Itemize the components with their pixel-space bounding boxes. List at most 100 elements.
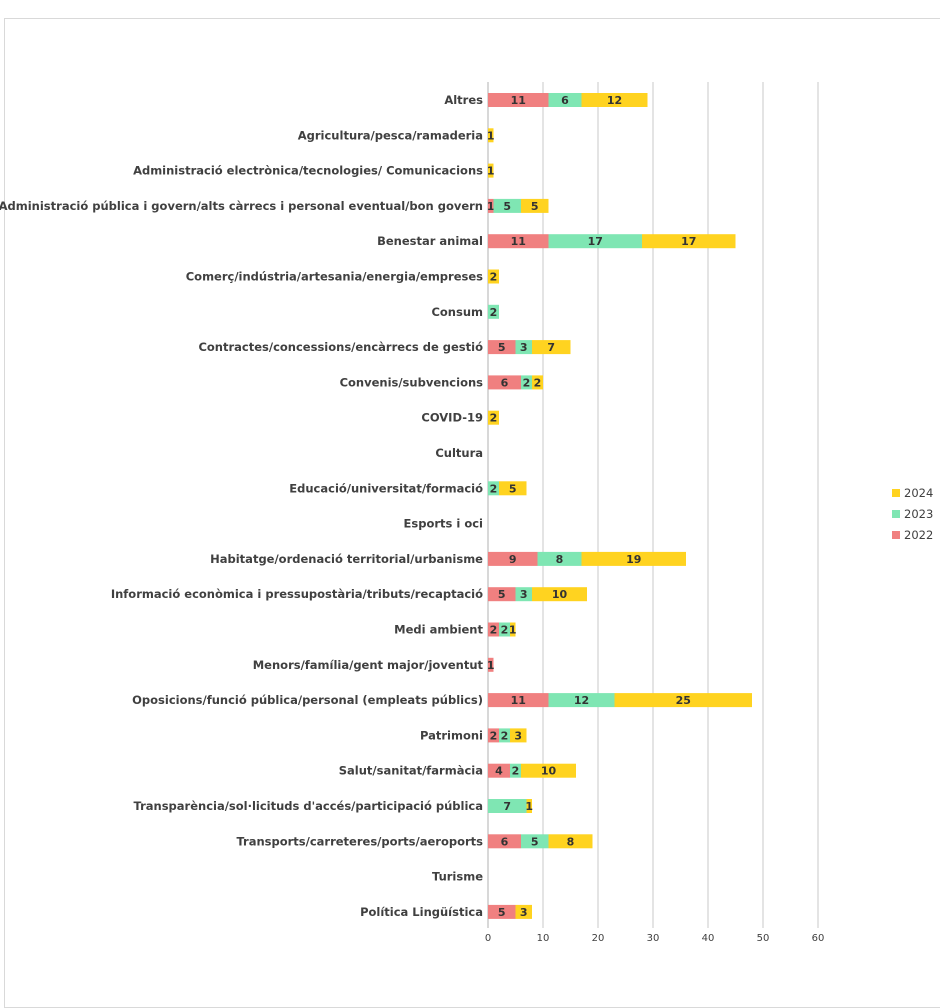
legend-label: 2023 (904, 507, 933, 521)
category-label: Benestar animal (377, 234, 483, 248)
category-label: Transports/carreteres/ports/aeroports (236, 834, 483, 848)
bar-segment-2023 (488, 481, 499, 496)
data-label: 6 (501, 376, 509, 389)
data-label: 8 (567, 835, 575, 848)
bar-segment-2023 (499, 728, 510, 743)
data-label: 1 (487, 129, 495, 142)
legend-swatch-2024 (892, 489, 900, 497)
bar-segment-2023 (521, 834, 549, 849)
data-label: 2 (490, 412, 498, 425)
category-label: Altres (444, 93, 483, 107)
legend-label: 2022 (904, 528, 933, 542)
bar-segment-2022 (488, 340, 516, 355)
category-label: Transparència/sol·licituds d'accés/parti… (134, 799, 484, 813)
category-label: COVID-19 (421, 411, 483, 425)
bar-segment-2024 (515, 904, 532, 919)
data-label: 12 (607, 94, 622, 107)
data-label: 5 (509, 482, 517, 495)
category-label: Patrimoni (420, 728, 483, 742)
bar-segment-2024 (581, 551, 686, 566)
category-label: Comerç/indústria/artesania/energia/empre… (186, 270, 483, 284)
data-label: 1 (487, 659, 495, 672)
data-label: 12 (574, 694, 589, 707)
bar-segment-2023 (488, 304, 499, 319)
x-tick-label: 20 (592, 933, 605, 944)
bar-segment-2024 (548, 834, 593, 849)
bar-segment-2024 (642, 234, 736, 249)
bar-segment-2024 (510, 622, 516, 637)
category-label: Informació econòmica i pressupostària/tr… (111, 587, 483, 601)
category-label: Menors/família/gent major/joventut (253, 658, 484, 672)
category-label: Oposicions/funció pública/personal (empl… (132, 693, 483, 707)
data-label: 2 (490, 624, 498, 637)
data-label: 11 (511, 94, 526, 107)
bar-segment-2022 (488, 234, 549, 249)
bar-segment-2022 (488, 587, 516, 602)
data-label: 7 (503, 800, 511, 813)
data-label: 2 (523, 376, 531, 389)
bar-segment-2024 (581, 93, 648, 107)
data-label: 1 (487, 200, 495, 213)
data-label: 11 (511, 694, 526, 707)
bar-segment-2022 (488, 763, 510, 778)
bar-segment-2023 (537, 551, 582, 566)
category-label: Agricultura/pesca/ramaderia (298, 128, 483, 142)
bar-segment-2022 (488, 657, 494, 672)
category-label: Contractes/concessions/encàrrecs de gest… (198, 340, 483, 354)
data-label: 5 (531, 200, 539, 213)
bar-segment-2022 (488, 622, 499, 637)
data-label: 5 (531, 835, 539, 848)
data-label: 9 (509, 553, 517, 566)
data-label: 6 (501, 835, 509, 848)
bar-segment-2024 (521, 198, 549, 213)
data-label: 19 (626, 553, 641, 566)
bar-segment-2023 (510, 763, 521, 778)
data-label: 2 (534, 376, 542, 389)
data-label: 5 (498, 906, 506, 919)
category-label: Salut/sanitat/farmàcia (339, 764, 483, 778)
data-label: 17 (681, 235, 696, 248)
data-label: 5 (503, 200, 511, 213)
bar-segment-2022 (488, 834, 521, 849)
data-label: 4 (495, 765, 503, 778)
data-label: 10 (552, 588, 568, 601)
x-tick-label: 40 (702, 933, 715, 944)
bar-segment-2024 (510, 728, 527, 743)
bar-segment-2022 (488, 693, 549, 708)
data-label: 5 (498, 341, 506, 354)
category-label: Medi ambient (394, 623, 483, 637)
data-label: 17 (588, 235, 603, 248)
legend-swatch-2022 (892, 531, 900, 539)
bar-segment-2024 (532, 375, 543, 390)
data-label: 3 (520, 588, 528, 601)
category-label: Administració pública i govern/alts càrr… (0, 199, 483, 213)
data-label: 3 (520, 341, 528, 354)
data-label: 5 (498, 588, 506, 601)
bar-segment-2024 (521, 763, 576, 778)
data-label: 2 (501, 624, 509, 637)
category-label: Política Lingüística (360, 905, 483, 919)
x-tick-label: 10 (537, 933, 550, 944)
x-tick-label: 50 (757, 933, 770, 944)
bar-segment-2023 (521, 375, 532, 390)
bar-segment-2023 (493, 198, 521, 213)
bar-segment-2024 (488, 410, 499, 425)
data-label: 1 (487, 165, 495, 178)
bar-segment-2024 (488, 163, 494, 178)
x-tick-label: 30 (647, 933, 660, 944)
data-label: 2 (490, 729, 498, 742)
data-label: 1 (525, 800, 533, 813)
chart-frame (4, 18, 940, 1008)
bar-segment-2024 (532, 587, 587, 602)
category-label: Cultura (435, 446, 483, 460)
bar-segment-2022 (488, 551, 538, 566)
bar-segment-2023 (548, 93, 582, 107)
data-label: 2 (490, 482, 498, 495)
bar-segment-2024 (499, 481, 527, 496)
category-label: Consum (431, 305, 483, 319)
x-tick-label: 60 (812, 933, 825, 944)
data-label: 6 (561, 94, 569, 107)
bar-segment-2022 (488, 728, 499, 743)
bar-segment-2024 (488, 128, 494, 143)
